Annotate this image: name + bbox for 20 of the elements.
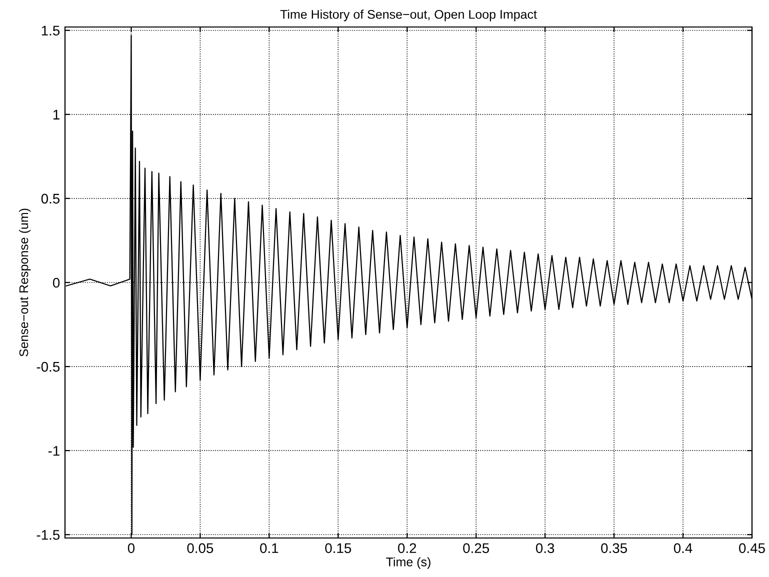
chart-title: Time History of Sense−out, Open Loop Impact	[280, 10, 537, 22]
y-tick-label: 0.5	[41, 194, 60, 204]
x-tick-label: 0.1	[260, 543, 278, 554]
y-axis-title: Sense−out Response (um)	[19, 208, 31, 356]
x-tick-label: 0.05	[187, 543, 214, 554]
y-tick-label: -0.5	[36, 362, 60, 372]
x-tick-label: 0.25	[463, 543, 490, 554]
x-tick-label: 0.3	[536, 543, 554, 554]
x-tick-label: 0.35	[601, 543, 627, 554]
x-tick-label: 0.4	[674, 543, 692, 554]
x-tick-label: 0.2	[398, 543, 416, 554]
x-axis-title: Time (s)	[386, 557, 430, 569]
x-tick-label: 0.45	[739, 543, 765, 554]
x-tick-label: 0	[128, 543, 135, 554]
y-tick-label: -1.5	[36, 530, 60, 540]
y-tick-label: 0	[52, 278, 60, 288]
y-tick-label: 1	[53, 110, 60, 120]
y-tick-label: 1.5	[42, 26, 60, 36]
y-tick-label: -1	[48, 446, 60, 456]
x-tick-label: 0.15	[325, 543, 352, 554]
